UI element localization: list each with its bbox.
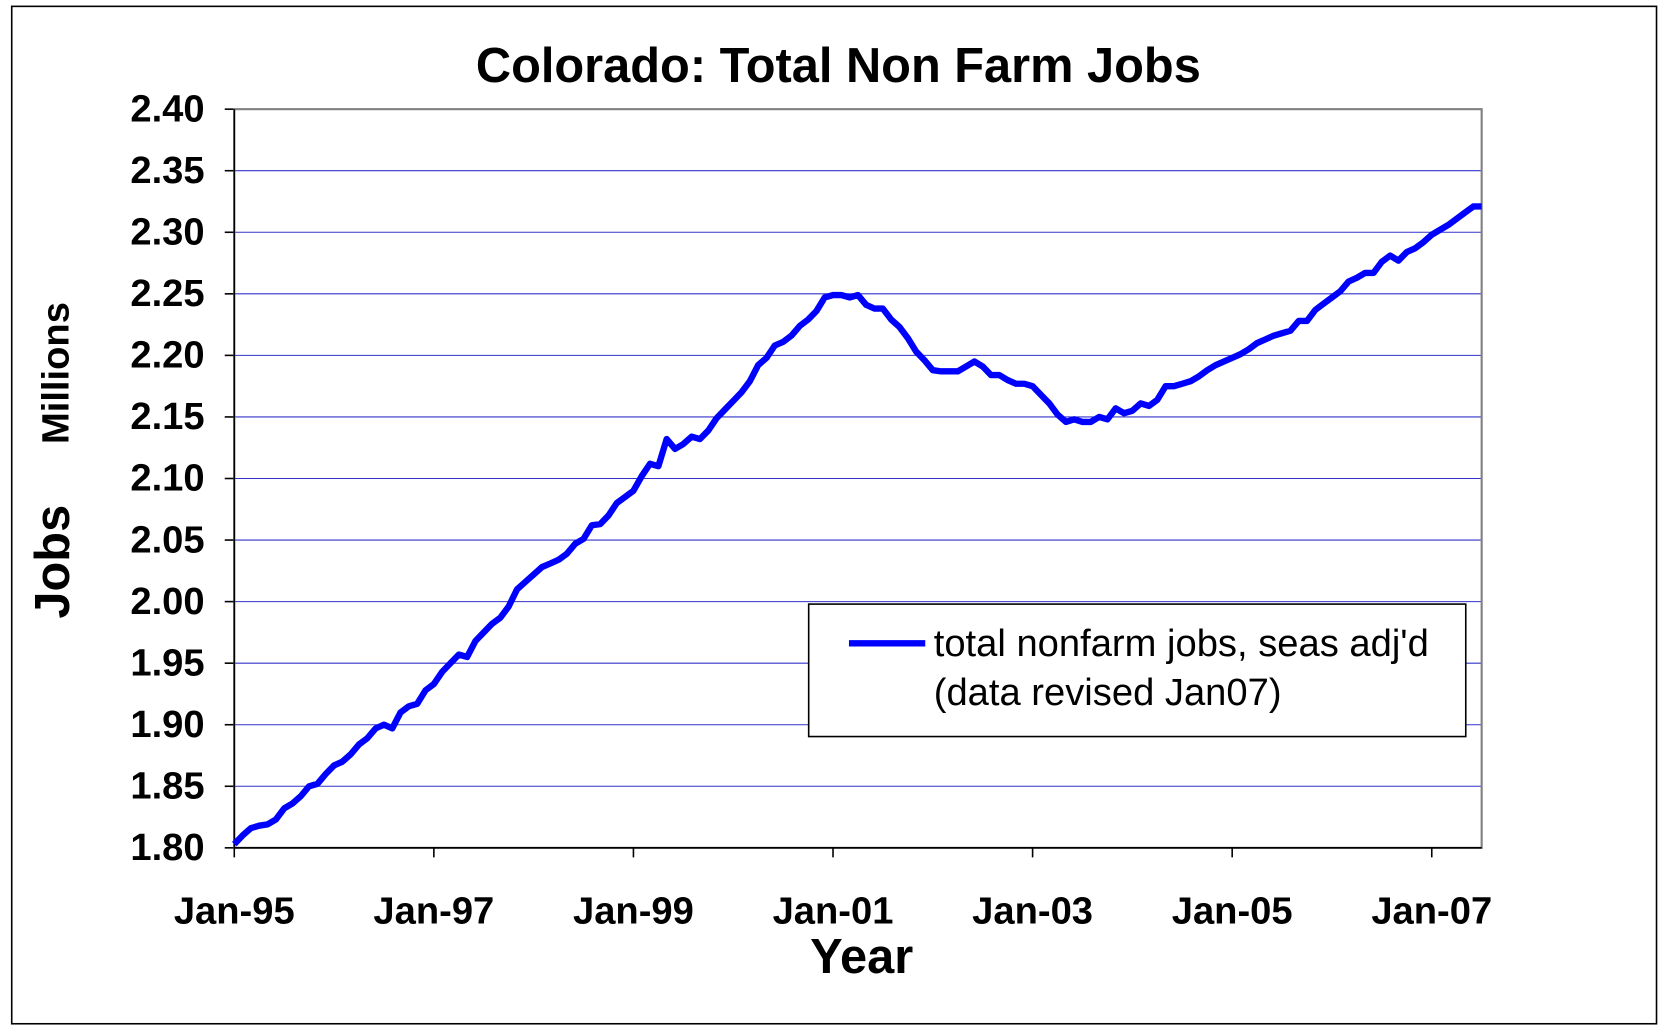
y-tick-label: 1.85: [130, 764, 204, 807]
y-tick-label: 2.05: [130, 518, 204, 561]
y-tick-label: 2.20: [130, 334, 204, 377]
y-axis-label: Jobs: [26, 505, 80, 619]
y-tick-label: 1.90: [130, 703, 204, 746]
data-line: [231, 203, 1482, 847]
y-tick-label: 2.35: [130, 149, 204, 192]
x-tick-label: Jan-95: [174, 890, 295, 933]
x-axis-label: Year: [810, 930, 913, 984]
y-tick-label: 2.15: [130, 395, 204, 438]
y-tick-label: 2.10: [130, 457, 204, 500]
x-tick-label: Jan-03: [972, 890, 1093, 933]
y-tick-label: 2.40: [130, 87, 204, 130]
y-axis-units: Millions: [34, 302, 77, 444]
plot-area: 1.80 1.85 1.90 1.95 2.00 2.05 2.10 2.15 2.20 2.25…: [130, 87, 1492, 932]
y-tick-label: 1.80: [130, 826, 204, 869]
y-tick-label: 2.30: [130, 210, 204, 253]
legend-entry: total nonfarm jobs, seas adj'd (data rev…: [933, 621, 1429, 714]
x-tick-label: Jan-97: [373, 890, 494, 933]
x-tick-label: Jan-99: [573, 890, 694, 933]
chart-title: Colorado: Total Non Farm Jobs: [476, 39, 1201, 93]
y-tick-label: 2.25: [130, 272, 204, 315]
x-tick-label: Jan-01: [773, 890, 894, 933]
x-tick-label: Jan-05: [1172, 890, 1293, 933]
y-tick-label: 1.95: [130, 641, 204, 684]
y-tick-label: 2.00: [130, 580, 204, 623]
legend-label: total nonfarm jobs, seas adj'd (data rev…: [933, 621, 1429, 714]
legend-box: [807, 603, 1467, 738]
x-tick-label: Jan-07: [1371, 890, 1492, 933]
